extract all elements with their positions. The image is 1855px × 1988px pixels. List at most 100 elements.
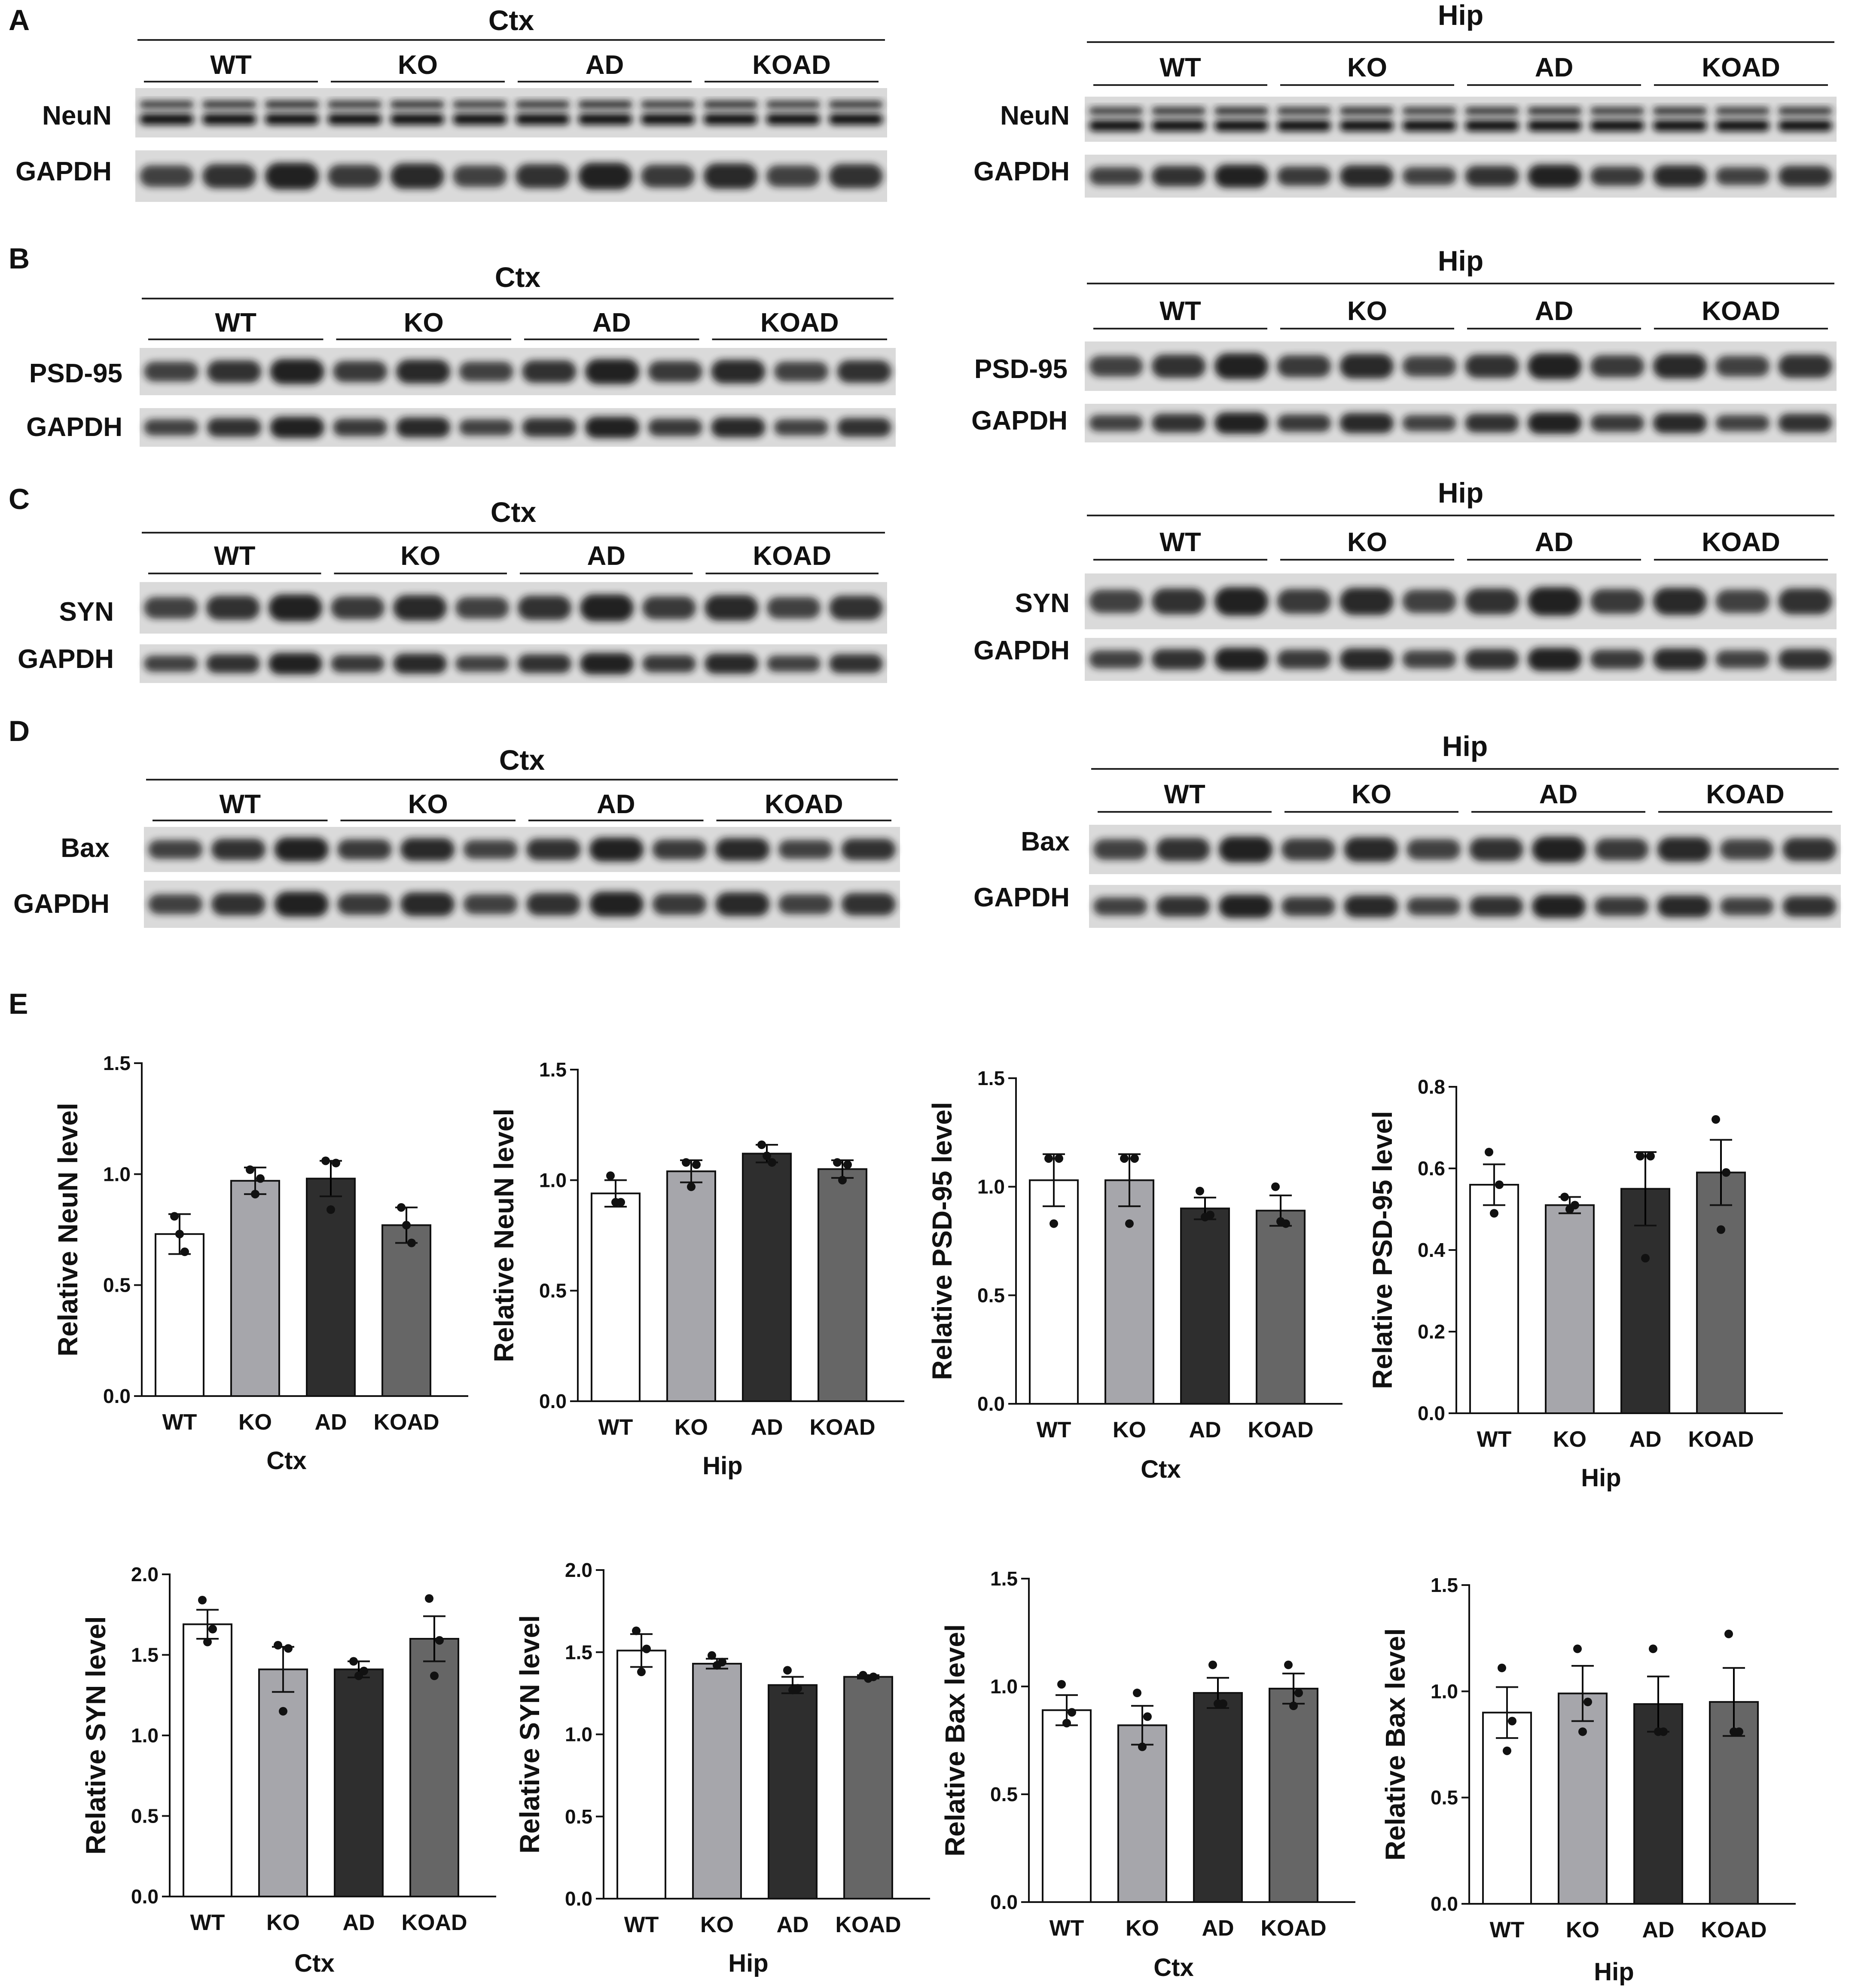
data-point: [692, 1160, 701, 1169]
band: [1152, 588, 1206, 615]
band: [1277, 107, 1331, 115]
data-point: [1654, 1727, 1663, 1736]
blot-strip: [1085, 341, 1837, 391]
blot-strip: [135, 88, 887, 137]
y-axis-label: Relative PSD-95 level: [927, 1102, 958, 1380]
band: [393, 653, 447, 674]
band: [829, 654, 883, 673]
band: [400, 838, 455, 861]
data-point: [1062, 1719, 1071, 1728]
band: [459, 361, 513, 382]
band: [1465, 120, 1519, 131]
x-tick-label: AD: [1202, 1916, 1234, 1941]
group-label: KOAD: [1702, 527, 1780, 557]
bar-ko: [1104, 1179, 1154, 1405]
band: [766, 165, 820, 187]
bar-wt: [591, 1192, 641, 1403]
group-label: KOAD: [1702, 296, 1780, 326]
data-point: [1649, 1644, 1657, 1653]
band: [715, 892, 770, 916]
bar-ad: [1633, 1703, 1683, 1905]
region-label: Hip: [1438, 0, 1483, 31]
blot-strip: [135, 150, 887, 202]
band: [1218, 895, 1273, 918]
blot-strip: [1085, 404, 1837, 442]
panel-letters: A B C D E: [9, 4, 30, 1020]
band: [1214, 165, 1269, 188]
data-point: [402, 1221, 411, 1230]
x-tick-label: KO: [674, 1415, 708, 1440]
band: [703, 101, 758, 109]
x-tick-label: WT: [624, 1912, 659, 1937]
band: [1093, 839, 1147, 860]
data-point: [1201, 1213, 1209, 1222]
band: [265, 101, 319, 109]
x-tick-label: AD: [751, 1415, 783, 1440]
group-label: WT: [214, 541, 256, 571]
data-point: [1717, 1225, 1725, 1234]
group-label: KOAD: [765, 790, 843, 819]
band: [711, 360, 766, 384]
data-point: [788, 1686, 797, 1695]
band: [518, 595, 571, 620]
data-point: [1724, 1629, 1733, 1638]
data-point: [397, 1203, 406, 1212]
data-point: [1508, 1717, 1516, 1726]
band: [207, 360, 262, 383]
bar-ad: [1180, 1207, 1230, 1405]
band: [1469, 838, 1523, 861]
data-point: [279, 1707, 287, 1716]
y-tick-label: 1.0: [539, 1169, 567, 1191]
bar-koad: [1256, 1210, 1306, 1405]
x-tick-label: KOAD: [1688, 1427, 1754, 1452]
band: [1339, 107, 1394, 115]
data-point: [637, 1668, 646, 1677]
x-tick-label: KOAD: [1701, 1918, 1767, 1942]
band: [1089, 415, 1143, 431]
x-tick-label: WT: [1037, 1418, 1071, 1442]
data-point: [708, 1651, 716, 1660]
band: [393, 595, 447, 621]
band: [648, 418, 702, 436]
data-point: [1068, 1708, 1076, 1717]
x-tick-label: KOAD: [835, 1912, 901, 1937]
band: [1720, 897, 1774, 915]
x-tick-label: KO: [1566, 1918, 1599, 1942]
band: [1528, 412, 1582, 434]
band: [148, 894, 203, 915]
data-point: [1138, 1742, 1147, 1751]
data-point: [1125, 1219, 1134, 1228]
x-tick-label: AD: [776, 1912, 809, 1937]
data-point: [1196, 1186, 1204, 1195]
band: [1465, 649, 1519, 670]
panel-letter-e: E: [9, 988, 28, 1020]
group-label: AD: [597, 790, 635, 819]
blot-strip: [144, 827, 900, 872]
band: [1715, 589, 1770, 613]
band: [829, 164, 883, 189]
blot-strip: [144, 881, 900, 928]
band: [333, 361, 387, 382]
band: [1214, 412, 1269, 434]
data-point: [1712, 1115, 1720, 1124]
band: [144, 361, 198, 382]
data-point: [430, 1671, 439, 1680]
y-tick-label: 0.8: [1418, 1076, 1445, 1098]
bar-ko: [1558, 1692, 1608, 1905]
group-label: WT: [220, 790, 261, 819]
band: [270, 417, 324, 438]
y-tick-label: 0.0: [565, 1887, 592, 1910]
y-tick-label: 1.5: [539, 1058, 567, 1081]
band: [1715, 167, 1770, 185]
band: [453, 113, 507, 125]
data-point: [1057, 1680, 1066, 1689]
protein-label: NeuN: [1000, 101, 1070, 131]
data-point: [611, 1198, 620, 1207]
data-point: [1495, 1180, 1504, 1189]
data-point: [208, 1625, 217, 1634]
group-label: KOAD: [760, 308, 839, 338]
data-point: [632, 1626, 641, 1635]
protein-label: GAPDH: [13, 889, 110, 919]
